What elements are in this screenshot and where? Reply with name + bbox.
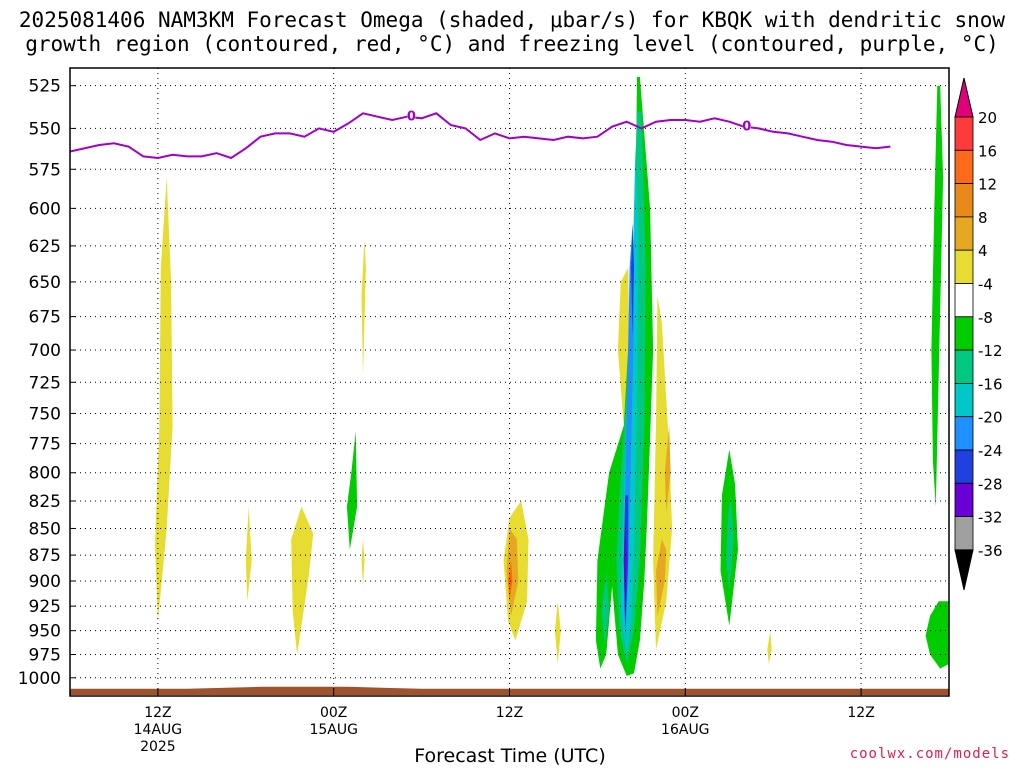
colorbar-label-6: -8 [978,309,993,327]
colorbar-label-0: 20 [978,109,997,127]
omega-region-6 [554,601,561,664]
x-tick-label-54-0: 12Z [847,705,874,721]
omega-region-14 [346,431,358,550]
freezing-level-layer: 00 [70,108,891,160]
freezing-level-label-bg-0 [407,108,416,123]
y-tick-label-750: 750 [29,404,61,424]
colorbar-segment-12 [954,516,974,551]
chart-title-line-2: growth region (contoured, red, °C) and f… [25,32,999,56]
freezing-level-label-bg-1 [742,118,751,133]
omega-region-0 [155,177,173,621]
y-tick-label-525: 525 [29,77,61,97]
colorbar-label-1: 16 [978,142,997,160]
y-tick-label-975: 975 [29,646,61,666]
colorbar-label-12: -32 [978,509,1003,527]
colorbar-label-4: 4 [978,242,988,260]
colorbar-label-3: 8 [978,209,988,227]
colorbar-segment-2 [954,183,974,218]
y-axis-ticks: 525 550 575 600 625 650 675 700 725 750 775 800 825 8… [18,77,76,689]
colorbar-segment-3 [954,216,974,251]
freezing-level-line [70,112,891,160]
colorbar-segment-5 [954,283,974,318]
colorbar-label-11: -28 [978,475,1003,493]
y-tick-label-950: 950 [29,622,61,642]
omega-shading-layer [155,76,949,676]
y-tick-label-650: 650 [29,273,61,293]
y-tick-label-875: 875 [29,546,61,566]
colorbar-label-8: -16 [978,375,1003,393]
colorbar-segment-7 [954,349,974,384]
y-tick-label-900: 900 [29,572,61,592]
colorbar: 20 16 12 8 4 -4 -8 -12 -16 -20 -24 -28 -32 -36 [954,77,1003,591]
colorbar-label-5: -4 [978,276,993,294]
omega-region-18 [925,601,949,669]
x-axis-title: Forecast Time (UTC) [414,745,606,767]
credit-link[interactable]: coolwx.com/models [849,746,1010,762]
colorbar-label-2: 12 [978,176,997,194]
colorbar-segment-8 [954,382,974,418]
y-tick-label-725: 725 [29,373,61,393]
x-tick-label-6-2: 2025 [140,739,176,755]
y-tick-label-575: 575 [29,160,61,180]
omega-region-4 [361,539,365,587]
colorbar-label-9: -20 [978,409,1003,427]
y-tick-label-675: 675 [29,308,61,328]
colorbar-top-cap [954,77,974,118]
y-tick-label-800: 800 [29,464,61,484]
freezing-level-label-1: 0 [742,120,751,135]
colorbar-segment-4 [954,249,974,284]
omega-region-21 [601,570,610,646]
omega-region-3 [361,238,366,376]
omega-region-12 [664,425,671,513]
y-tick-label-850: 850 [29,519,61,539]
x-tick-label-6-1: 14AUG [134,722,183,738]
x-tick-label-42-0: 00Z [672,705,699,721]
colorbar-bottom-cap [954,549,974,591]
y-tick-label-625: 625 [29,237,61,257]
omega-region-11 [656,539,667,616]
y-tick-label-1000: 1000 [18,669,61,689]
y-tick-label-775: 775 [29,435,61,455]
colorbar-label-10: -24 [978,442,1003,460]
colorbar-label-7: -12 [978,342,1003,360]
y-tick-label-600: 600 [29,199,61,219]
colorbar-segment-11 [954,482,974,517]
y-tick-label-550: 550 [29,119,61,139]
x-tick-label-30-0: 12Z [496,705,523,721]
omega-region-9 [767,630,772,664]
omega-region-1 [245,506,252,602]
colorbar-segment-1 [954,149,974,185]
omega-region-25 [631,223,634,337]
y-tick-label-700: 700 [29,341,61,361]
x-tick-label-42-1: 16AUG [661,722,710,738]
colorbar-segment-0 [954,116,974,151]
colorbar-label-13: -36 [978,542,1003,560]
omega-region-2 [291,506,314,655]
x-tick-label-6-0: 12Z [144,705,171,721]
omega-region-20 [726,495,734,592]
x-tick-label-18-0: 00Z [320,705,347,721]
x-tick-label-18-1: 15AUG [309,722,358,738]
chart-title-line-1: 2025081406 NAM3KM Forecast Omega (shaded… [18,8,1006,32]
colorbar-segment-6 [954,316,974,351]
colorbar-segment-9 [954,416,974,451]
y-tick-label-825: 825 [29,492,61,512]
omega-region-26 [623,517,627,626]
freezing-level-label-0: 0 [407,110,416,125]
omega-region-17 [931,85,944,507]
colorbar-segment-10 [954,449,974,484]
y-tick-label-925: 925 [29,597,61,617]
